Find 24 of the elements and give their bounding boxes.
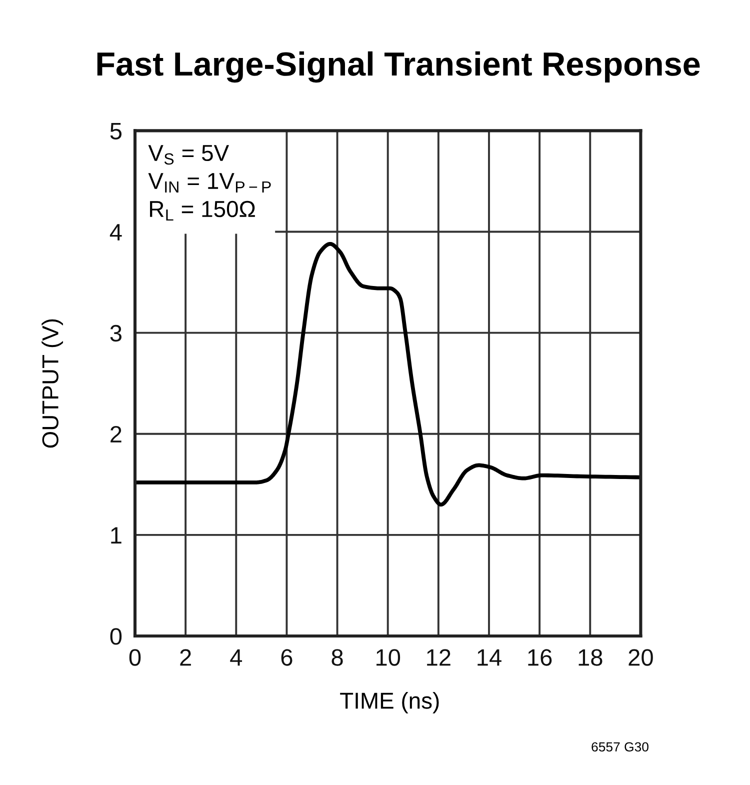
chart-title: Fast Large-Signal Transient Response bbox=[97, 51, 700, 83]
x-tick-label: 4 bbox=[230, 649, 242, 666]
x-tick-label: 8 bbox=[332, 649, 343, 666]
y-tick-label: 4 bbox=[110, 224, 122, 240]
text: 6557 G30 bbox=[592, 742, 648, 752]
x-tick-label: 0 bbox=[129, 649, 141, 666]
x-tick-label: 10 bbox=[376, 649, 400, 666]
x-tick-label: 18 bbox=[578, 649, 602, 666]
annotation: V$_{IN}$ = 1V$_{P−P}$ bbox=[148, 173, 271, 193]
annotation: V$_{S}$ = 5V bbox=[148, 145, 229, 165]
x-axis-title: TIME (ns) bbox=[340, 692, 439, 714]
x-tick-label: 16 bbox=[528, 649, 552, 666]
y-axis-title: OUTPUT (V) bbox=[42, 319, 63, 448]
y-tick-label: 2 bbox=[110, 426, 122, 442]
y-tick-label: 5 bbox=[110, 123, 122, 140]
annotation: R$_{L}$ = 150Ω bbox=[150, 200, 255, 221]
y-tick-label: 0 bbox=[110, 628, 122, 645]
x-tick-label: 20 bbox=[628, 649, 653, 666]
y-tick-label: 3 bbox=[110, 324, 122, 342]
x-tick-label: 14 bbox=[478, 649, 502, 666]
x-tick-label: 6 bbox=[281, 649, 292, 666]
x-tick-label: 2 bbox=[180, 649, 191, 666]
x-tick-label: 12 bbox=[427, 649, 450, 666]
y-tick-label: 1 bbox=[111, 527, 122, 544]
